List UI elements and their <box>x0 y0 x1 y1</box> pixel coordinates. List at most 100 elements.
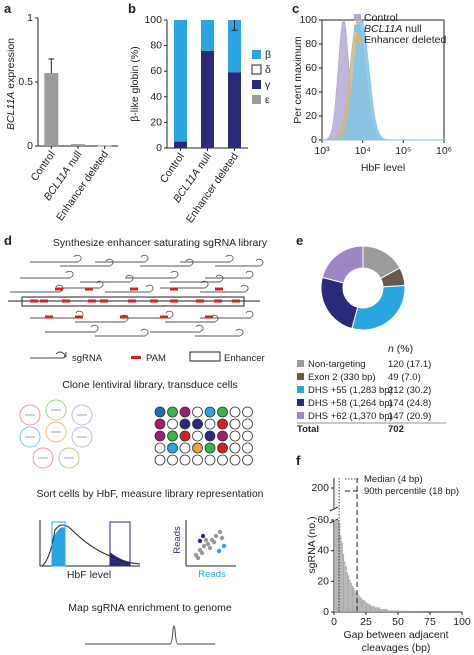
f-xlabel: Gap between adjacent <box>343 629 448 641</box>
pam-site <box>205 315 213 319</box>
f-ylabel: sgRNA (no.) <box>306 516 318 573</box>
e-row-value: 120 (17.1) <box>388 359 431 370</box>
enhancer-legend-icon <box>189 351 221 362</box>
legend-sgrna: sgRNA <box>72 353 103 364</box>
a-ytick-label: 0.5 <box>18 76 33 88</box>
e-row-value: 212 (30.2) <box>388 385 431 396</box>
f-xtick-label: 25 <box>360 616 372 628</box>
f-xtick-label: 100 <box>453 616 471 628</box>
sgrna-loop <box>105 258 114 267</box>
f-ytick-label: 40 <box>317 545 329 557</box>
panel-label-a: a <box>4 1 12 16</box>
c-ytick-label: 0 <box>311 134 317 146</box>
c-legend-label-italic: BCL11A <box>364 23 402 35</box>
plasmid-circle <box>32 447 54 469</box>
plasmid-circle <box>45 399 67 421</box>
f-hist-bar <box>381 608 383 612</box>
a-bar <box>97 145 112 147</box>
sgrna-loop-icon <box>55 351 67 358</box>
f-hist-bar <box>362 599 364 612</box>
sgrna-loop <box>170 270 179 279</box>
f-hist-bar <box>348 575 350 612</box>
cell <box>167 430 178 442</box>
e-row-label: Non-targeting <box>308 359 366 370</box>
cell <box>167 442 178 454</box>
cell <box>154 430 166 442</box>
e-row-value: 49 (7.0) <box>388 372 421 383</box>
reads-point <box>221 543 227 549</box>
pam-site <box>85 287 93 291</box>
f-hist-bar <box>337 520 339 612</box>
cell <box>217 454 228 466</box>
b-ylabel: β-like globin (%) <box>129 46 141 121</box>
f-hist-bar <box>377 607 379 612</box>
pam-site <box>120 315 128 319</box>
a-ylabel-plain: expression <box>5 38 17 92</box>
pam-site <box>128 299 136 303</box>
pam-site <box>215 287 223 291</box>
reads-x-label: Reads <box>198 569 226 580</box>
cell <box>229 454 241 466</box>
b-legend-swatch <box>252 95 261 104</box>
cell <box>192 454 203 466</box>
chart-c: 0 20 40 60 80 100 10³ 10⁴ 10⁵ 10⁶ HbF level Per cen… <box>292 12 452 174</box>
f-hist-bar <box>369 604 371 612</box>
c-legend-label: BCL11A null <box>364 23 422 35</box>
b-legend-label: β <box>265 49 271 61</box>
cell <box>154 442 166 454</box>
cell <box>192 430 203 442</box>
sgrna-loop <box>140 254 149 263</box>
reads-point <box>213 533 219 539</box>
c-legend-label: Control <box>364 12 398 24</box>
f-hist-bar <box>359 596 361 612</box>
reads-point <box>195 555 201 561</box>
pam-site <box>214 299 222 303</box>
sgrna-loop <box>90 324 99 333</box>
c-ylabel: Per cent maximum <box>292 36 304 124</box>
pam-site <box>88 299 96 303</box>
cell <box>229 442 241 454</box>
cell <box>179 430 191 442</box>
sgrna-loop <box>185 258 194 267</box>
reads-y-label: Reads <box>172 526 183 554</box>
a-bar <box>71 144 85 146</box>
f-hist-bar <box>354 590 356 612</box>
chart-e: n (%) Non-targeting 120 (17.1) Exon 2 (330 … <box>297 245 446 435</box>
f-hist-bar <box>390 610 392 612</box>
reads-point <box>205 541 211 547</box>
f-hist-bar <box>346 572 348 612</box>
cell <box>204 430 216 442</box>
c-legend-swatch <box>354 14 361 21</box>
panel-label-d: d <box>4 233 12 248</box>
plasmid-circle <box>71 404 93 426</box>
c-legend-label-plain: null <box>402 23 421 35</box>
a-ylabel-italic: BCL11A <box>5 92 17 130</box>
pam-legend-icon <box>131 356 141 359</box>
b-bar-segment <box>228 72 241 148</box>
sgrna-loop <box>200 280 209 289</box>
b-bar-segment <box>228 20 241 73</box>
hbf-axis-label: HbF level <box>67 569 111 581</box>
sgrna-library-illustration <box>8 254 264 337</box>
c-legend-swatch <box>354 25 361 32</box>
reads-point <box>201 543 207 549</box>
e-donut-slice <box>321 245 364 284</box>
reads-point <box>216 548 222 554</box>
f-median-label: Median (4 bp) <box>364 474 423 485</box>
e-row-label: DHS +58 (1,264 bp) <box>308 398 393 409</box>
cell <box>204 406 216 418</box>
f-hist-bar <box>364 601 366 612</box>
sgrna-loop <box>215 274 224 283</box>
f-hist-bar <box>358 595 360 612</box>
cell <box>204 418 216 430</box>
pam-site <box>75 315 83 319</box>
high-hbf-gate-fill <box>110 552 130 566</box>
sgrna-loop <box>245 270 254 279</box>
e-legend-swatch <box>297 412 304 419</box>
f-ytick-label: 200 <box>311 482 329 494</box>
step4-title: Map sgRNA enrichment to genome <box>68 602 232 614</box>
c-xtick-label: 10³ <box>314 145 330 157</box>
diagram-d: Synthesize enhancer saturating sgRNA lib… <box>8 237 268 645</box>
pam-site <box>130 287 138 291</box>
